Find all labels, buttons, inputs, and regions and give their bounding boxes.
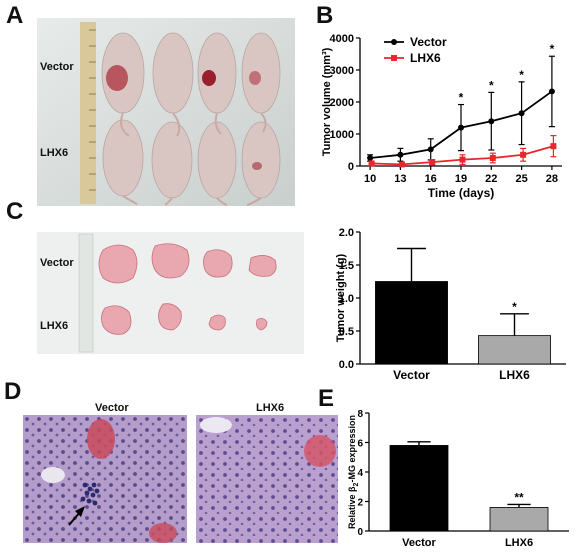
significance-marker: * — [519, 68, 524, 82]
y-tick-label: 3000 — [330, 65, 354, 77]
x-axis-title: Time (days) — [428, 186, 494, 200]
tumor-volume-plot: 0 1000 2000 3000 4000 10 13 16 19 22 25 28 Time (day… — [321, 33, 562, 200]
y-tick-label: 2.0 — [339, 227, 354, 239]
photo-c-label-lhx6: LHX6 — [40, 320, 69, 332]
y-axis-title-part: Relative β — [347, 486, 357, 529]
x-tick-label: LHX6 — [499, 368, 530, 382]
tumor-mark — [106, 65, 128, 91]
tumor-weight-chart: 0.0 0.5 1.0 1.5 2.0 Vector LHX6 * Tumor weight (… — [335, 227, 566, 382]
tumor-volume-chart: 0 1000 2000 3000 4000 10 13 16 19 22 25 28 Time (day… — [321, 33, 562, 200]
histology-lhx6-image — [196, 415, 338, 543]
data-point — [488, 118, 495, 125]
significance-marker: ** — [514, 490, 524, 504]
y-tick-label: 4000 — [330, 33, 354, 45]
y-tick-label: 0 — [357, 527, 363, 538]
ruler — [80, 22, 96, 204]
photo-a-label-vector: Vector — [40, 61, 74, 73]
significance-marker: * — [512, 300, 517, 314]
data-point — [429, 159, 436, 166]
data-point — [427, 146, 434, 153]
panel-letter-d: D — [4, 378, 22, 405]
tumor-weight-plot: 0.0 0.5 1.0 1.5 2.0 Vector LHX6 * Tumor weight (… — [335, 227, 566, 382]
y-tick-label: 8 — [357, 409, 363, 420]
photo-a-label-lhx6: LHX6 — [40, 147, 69, 159]
data-point — [518, 110, 525, 117]
legend-label: Vector — [410, 35, 447, 49]
y-tick-label: 1.5 — [339, 260, 354, 272]
arrow-icon — [68, 506, 85, 526]
y-tick-label: 4 — [357, 468, 363, 479]
mice-photo — [37, 18, 295, 206]
y-axis-title-part: -MG expression — [347, 415, 357, 483]
y-tick-label: 6 — [357, 439, 363, 450]
y-tick-label: 1.0 — [339, 293, 354, 305]
y-axis-title: Tumor weight (g) — [335, 253, 347, 342]
x-tick-label: 10 — [364, 173, 376, 185]
x-tick-label: Vector — [402, 537, 436, 549]
bar-vector — [389, 445, 449, 532]
panel-letter-e: E — [318, 385, 335, 412]
x-tick-label: 16 — [425, 173, 437, 185]
data-point — [489, 155, 496, 161]
y-tick-label: 0 — [348, 161, 354, 173]
x-tick-label: 13 — [394, 173, 406, 185]
y-axis-title: Relative β2-MG expression — [347, 415, 360, 529]
data-point — [458, 124, 464, 131]
y-tick-label: 0.5 — [339, 326, 354, 338]
significance-marker: * — [550, 42, 555, 56]
y-tick-label: 2000 — [330, 97, 354, 109]
photo-c-label-vector: Vector — [40, 257, 74, 269]
x-tick-label: 25 — [515, 173, 527, 185]
y-tick-label: 2 — [357, 498, 363, 509]
significance-marker: * — [459, 91, 464, 105]
y-axis-title: Tumor volume (mm³) — [321, 47, 333, 156]
x-tick-label: 28 — [546, 173, 558, 185]
data-point — [520, 151, 527, 158]
data-point — [368, 160, 375, 167]
bar-vector — [375, 281, 448, 365]
bar-lhx6 — [478, 335, 551, 365]
y-tick-label: 1000 — [330, 129, 354, 141]
y-tick-label: 0.0 — [339, 359, 354, 371]
tumor-mark — [202, 70, 216, 86]
significance-marker: * — [489, 78, 494, 92]
legend-marker — [391, 39, 397, 45]
bar-lhx6 — [489, 507, 549, 532]
data-point — [550, 143, 557, 150]
data-point — [548, 88, 555, 95]
panel-letter-c: C — [6, 198, 24, 225]
x-tick-label: LHX6 — [505, 537, 533, 549]
tumor-mark — [252, 162, 262, 170]
data-point — [397, 151, 404, 158]
tumor-photo — [37, 232, 304, 354]
legend-label: LHX6 — [410, 51, 441, 65]
x-tick-label: 19 — [455, 173, 467, 185]
y-axis-title-subscript: 2 — [353, 482, 360, 486]
data-point — [459, 156, 466, 163]
histology-title-lhx6: LHX6 — [256, 402, 285, 414]
x-tick-label: 22 — [485, 173, 497, 185]
data-point — [398, 161, 405, 168]
ruler — [78, 233, 94, 353]
legend-marker — [391, 55, 397, 61]
histology-title-vector: Vector — [95, 402, 129, 414]
data-point — [367, 155, 374, 161]
x-tick-label: Vector — [393, 368, 430, 382]
panel-letter-a: A — [6, 2, 24, 29]
tumor-mark — [249, 71, 261, 85]
lymphocyte-cluster — [80, 482, 100, 506]
histology-vector-image — [23, 415, 187, 543]
panel-letter-b: B — [316, 2, 334, 29]
